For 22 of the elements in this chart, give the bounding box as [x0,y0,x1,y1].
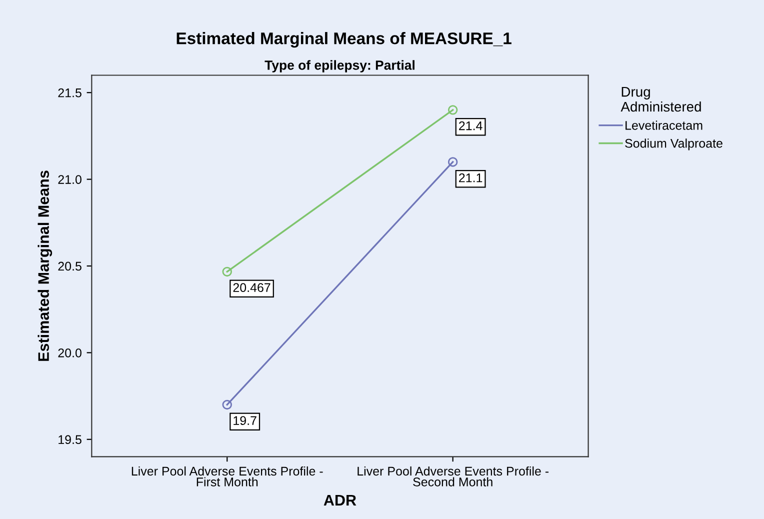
x-tick-label: Liver Pool Adverse Events Profile - First Month [132,466,323,486]
point [448,105,458,115]
data-label: 19.7 [234,416,256,425]
data-label: 21.1 [459,173,482,182]
y-tick-label: 20.5 [58,262,82,271]
chart-subtitle: Type of epilepsy: Partial [264,60,414,72]
y-tick-label: 21.5 [58,88,82,98]
legend-title: Drug Administered [620,87,701,112]
data-label: 20.467 [233,283,270,292]
y-axis-title: Estimated Marginal Means [38,170,52,361]
legend-label: Sodium Valproate [625,138,722,150]
point [222,400,232,410]
y-tick-label: 19.5 [58,435,82,444]
data-label: 21.4 [459,121,482,130]
point [448,157,458,167]
y-tick-label: 21.0 [58,175,82,184]
x-axis-title: ADR [324,494,356,506]
chart-title: Estimated Marginal Means of MEASURE_1 [176,32,512,48]
y-tick-label: 20.0 [58,348,82,358]
legend-label: Levetiracetam [626,120,702,130]
point [222,266,232,277]
x-tick-label: Liver Pool Adverse Events Profile - Second Month [358,466,549,486]
